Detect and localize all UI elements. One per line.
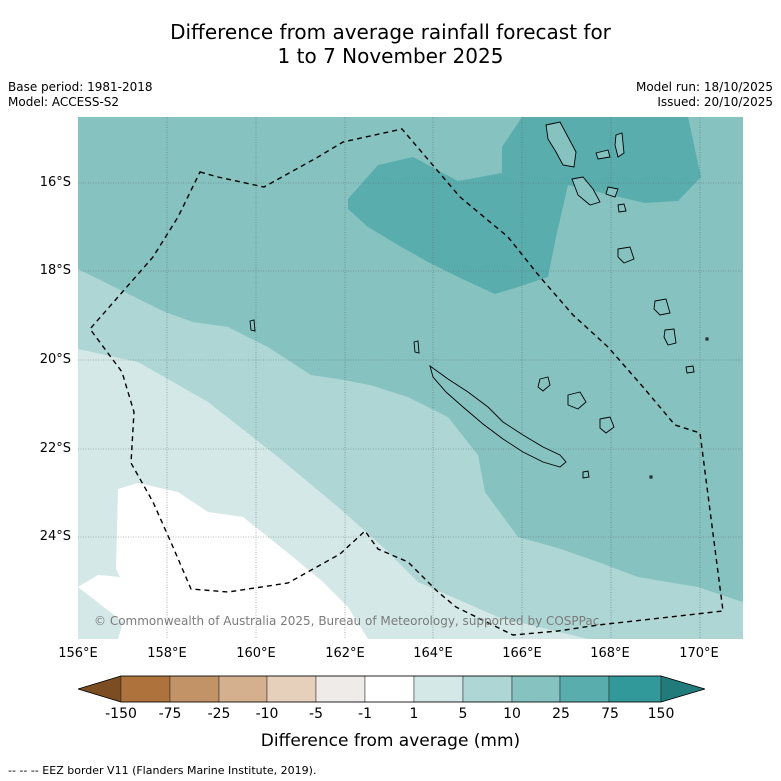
- copyright-notice: © Commonwealth of Australia 2025, Bureau…: [94, 614, 600, 628]
- colorbar-label: 5: [458, 706, 468, 722]
- lat-label-24s: 24°S: [39, 529, 71, 544]
- colorbar-label: -1: [358, 706, 372, 722]
- map-panel: [78, 117, 743, 639]
- rainfall-map: [78, 117, 743, 639]
- lon-label-160e: 160°E: [236, 646, 276, 661]
- chesterfield-islands: [249, 319, 256, 332]
- colorbar-bin-8: [462, 675, 513, 703]
- zone-25-75-north: [348, 117, 701, 294]
- colorbar-title: Difference from average (mm): [260, 731, 521, 751]
- vanuatu-ambae: [595, 149, 611, 160]
- colorbar-label: 150: [647, 706, 675, 722]
- belep-islands: [413, 340, 420, 354]
- colorbar-label: 75: [601, 706, 619, 722]
- vanuatu-efate: [617, 246, 635, 264]
- title-line-2: 1 to 7 November 2025: [277, 44, 504, 68]
- new-caledonia-island: [429, 364, 567, 468]
- lon-label-168e: 168°E: [590, 646, 630, 661]
- colorbar-bin-5: [315, 675, 366, 703]
- vanuatu-aneityum: [685, 365, 695, 374]
- colorbar-bin-1: [120, 675, 171, 703]
- model-run: Model run: 18/10/2025: [635, 80, 773, 94]
- lon-label-158e: 158°E: [147, 646, 187, 661]
- colorbar-bin-11: [608, 675, 662, 703]
- meta-right: Model run: 18/10/2025 Issued: 20/10/2025: [636, 80, 773, 110]
- vanuatu-banks-islands: [614, 132, 625, 158]
- meta-left: Base period: 1981-2018 Model: ACCESS-S2: [8, 80, 153, 110]
- issued-date: Issued: 20/10/2025: [657, 95, 773, 109]
- colorbar-label: -150: [105, 706, 137, 722]
- isle-of-pines: [582, 470, 590, 479]
- colorbar-bin-10: [559, 675, 610, 703]
- colorbar-bin-3: [218, 675, 268, 703]
- model-name: Model: ACCESS-S2: [8, 95, 120, 109]
- lon-label-156e: 156°E: [58, 646, 98, 661]
- colorbar-label: -10: [255, 706, 279, 722]
- title-line-1: Difference from average rainfall forecas…: [170, 20, 611, 44]
- colorbar-label: 25: [552, 706, 570, 722]
- lat-label-20s: 20°S: [39, 352, 71, 367]
- base-period: Base period: 1981-2018: [8, 80, 153, 94]
- colorbar: [76, 675, 707, 703]
- matthew-island: [705, 337, 709, 341]
- loyalty-island-mare: [599, 416, 615, 434]
- gridlines: [78, 117, 743, 639]
- vanuatu-erromango: [653, 298, 671, 316]
- lat-label-18s: 18°S: [39, 263, 71, 278]
- colorbar-bin-9: [511, 675, 561, 703]
- eez-border: [89, 128, 724, 636]
- colorbar-bin-7: [413, 675, 464, 703]
- lon-label-162e: 162°E: [325, 646, 365, 661]
- chart-title: Difference from average rainfall forecas…: [0, 20, 781, 68]
- vanuatu-malakula: [571, 176, 601, 206]
- zone-10-25: [78, 117, 743, 602]
- colorbar-bin-2: [169, 675, 220, 703]
- colorbar-bin-6: [364, 675, 415, 703]
- vanuatu-espiritu-santo: [545, 121, 577, 168]
- lon-label-170e: 170°E: [679, 646, 719, 661]
- colorbar-label: 1: [409, 706, 419, 722]
- loyalty-island-lifou: [567, 391, 587, 410]
- colorbar-label: 10: [503, 706, 521, 722]
- colorbar-extend-low: [77, 675, 122, 703]
- lat-label-22s: 22°S: [39, 441, 71, 456]
- vanuatu-tanna: [663, 328, 677, 346]
- vanuatu-pentecost: [605, 186, 619, 198]
- loyalty-island-ouvea: [537, 376, 551, 392]
- hunter-island: [649, 475, 653, 479]
- eez-footnote: -- -- -- EEZ border V11 (Flanders Marine…: [8, 764, 317, 777]
- lon-label-164e: 164°E: [413, 646, 453, 661]
- colorbar-extend-high: [660, 675, 706, 703]
- vanuatu-epi: [617, 203, 627, 213]
- colorbar-label: -5: [309, 706, 323, 722]
- colorbar-graphic: [76, 675, 707, 703]
- colorbar-label: -75: [158, 706, 182, 722]
- lon-label-166e: 166°E: [502, 646, 542, 661]
- zone-minus1-1: [78, 483, 368, 639]
- lat-label-16s: 16°S: [39, 175, 71, 190]
- colorbar-label: -25: [207, 706, 231, 722]
- colorbar-bin-4: [266, 675, 317, 703]
